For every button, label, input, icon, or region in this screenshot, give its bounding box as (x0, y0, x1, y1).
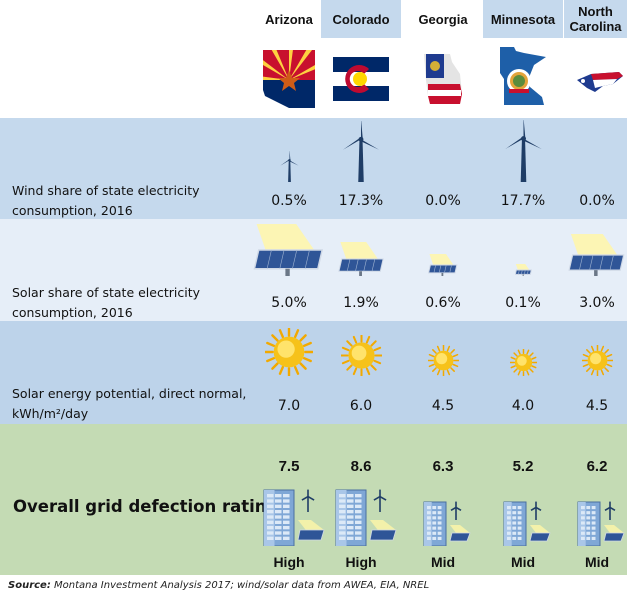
potential-row-label-line1: Solar energy potential, direct normal, (12, 386, 247, 401)
solar-row-label-line2: consumption, 2016 (12, 305, 133, 320)
solar-value-georgia: 0.6% (425, 295, 461, 311)
building-with-renewables-icon-minnesota (503, 501, 551, 546)
column-header-north-carolina: North Carolina (564, 0, 627, 38)
wind-row-label-line1: Wind share of state electricity (12, 183, 200, 198)
solar-panel-icon-north-carolina (568, 234, 625, 276)
north-carolina-flag-icon (577, 72, 623, 92)
rating-grade-north-carolina: Mid (584, 554, 610, 570)
building-with-renewables-icon-colorado (335, 489, 397, 546)
solar-panel-icon-minnesota (514, 264, 532, 276)
column-header-georgia: Georgia (418, 11, 468, 27)
arizona-flag-icon (263, 50, 315, 108)
wind-value-arizona: 0.5% (271, 193, 307, 209)
wind-turbine-icon-arizona (279, 151, 299, 182)
rating-row-label: Overall grid defection rating (13, 497, 279, 516)
sun-icon-arizona (265, 328, 313, 376)
wind-turbine-icon-colorado (343, 121, 379, 182)
rating-score-minnesota: 5.2 (512, 458, 534, 475)
sun-icon-minnesota (509, 349, 537, 376)
potential-value-georgia: 4.5 (431, 398, 455, 414)
wind-row-label-line2: consumption, 2016 (12, 203, 133, 218)
potential-value-arizona: 7.0 (277, 398, 301, 414)
potential-row-label-line2: kWh/m²/day (12, 406, 89, 421)
rating-grade-georgia: Mid (430, 554, 456, 570)
solar-row-label-line1: Solar share of state electricity (12, 285, 200, 300)
rating-score-colorado: 8.6 (350, 458, 372, 475)
wind-value-georgia: 0.0% (425, 193, 461, 209)
potential-value-minnesota: 4.0 (511, 398, 535, 414)
solar-row-label: Solar share of state electricity consump… (12, 283, 200, 323)
column-header-minnesota: Minnesota (483, 0, 563, 38)
source-note: Source: Montana Investment Analysis 2017… (8, 580, 429, 591)
rating-grade-arizona: High (273, 554, 305, 570)
solar-value-arizona: 5.0% (271, 295, 307, 311)
sun-icon-georgia (427, 345, 459, 376)
wind-value-north-carolina: 0.0% (579, 193, 615, 209)
potential-row-label: Solar energy potential, direct normal, k… (12, 384, 246, 424)
wind-row-label: Wind share of state electricity consumpt… (12, 181, 200, 221)
rating-grade-minnesota: Mid (510, 554, 536, 570)
column-header-arizona: Arizona (265, 11, 313, 27)
colorado-flag-icon (333, 57, 389, 101)
wind-turbine-icon-minnesota (504, 120, 542, 182)
wind-value-minnesota: 17.7% (500, 193, 546, 209)
solar-value-minnesota: 0.1% (505, 295, 541, 311)
source-label: Source: (8, 580, 51, 591)
potential-value-colorado: 6.0 (349, 398, 373, 414)
solar-panel-icon-georgia (428, 254, 458, 276)
rating-score-north-carolina: 6.2 (586, 458, 608, 475)
sun-icon-north-carolina (581, 345, 613, 376)
solar-panel-icon-colorado (337, 242, 384, 276)
rating-score-georgia: 6.3 (432, 458, 454, 475)
rating-grade-colorado: High (345, 554, 377, 570)
rating-score-arizona: 7.5 (278, 458, 300, 475)
column-header-colorado: Colorado (321, 0, 401, 38)
wind-value-colorado: 17.3% (338, 193, 384, 209)
sun-icon-colorado (340, 335, 382, 376)
solar-value-colorado: 1.9% (343, 295, 379, 311)
solar-value-north-carolina: 3.0% (579, 295, 615, 311)
minnesota-flag-icon (500, 47, 546, 105)
source-text: Montana Investment Analysis 2017; wind/s… (54, 580, 430, 591)
potential-value-north-carolina: 4.5 (585, 398, 609, 414)
solar-panel-icon-arizona (253, 224, 324, 276)
georgia-flag-icon (424, 54, 462, 104)
building-with-renewables-icon-arizona (263, 489, 325, 546)
building-with-renewables-icon-georgia (423, 501, 471, 546)
building-with-renewables-icon-north-carolina (577, 501, 625, 546)
